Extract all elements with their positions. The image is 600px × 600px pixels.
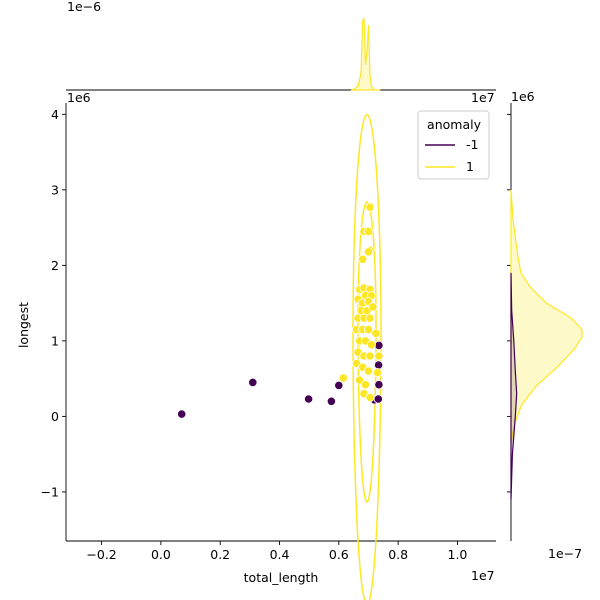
point-anomaly [248,377,258,387]
point-normal [357,254,368,264]
point-normal [372,367,382,378]
marginal-y-density-neg1 [510,272,518,500]
y-tick-label: 4 [51,107,59,122]
point-anomaly [177,409,187,419]
point-normal [360,380,371,390]
point-normal [366,340,376,350]
x-axis-label: total_length [244,570,319,585]
point-normal [363,324,374,335]
point-normal [374,351,384,361]
legend-label-neg: -1 [466,137,478,152]
x-offset-label-bottom: 1e7 [471,568,495,583]
point-anomaly [334,380,344,390]
legend-title: anomaly [427,117,482,132]
point-anomaly [373,360,384,370]
x-tick-label: 0.8 [388,547,408,562]
main-plot-area: −0.2 0.0 0.2 0.4 0.6 0.8 1.0 −1 0 1 2 3 4 [41,103,496,600]
point-anomaly [373,394,383,404]
point-anomaly [303,394,314,404]
y-tick-label: 2 [51,258,59,273]
marginal-y-offset-label: 1e−7 [548,546,582,561]
y-marginal-offset-label: 1e6 [511,89,535,104]
point-anomaly [374,340,384,350]
point-anomaly [374,380,384,390]
x-tick-label: 0.4 [270,547,290,562]
point-normal [368,302,378,312]
point-normal [365,313,375,323]
y-offset-label: 1e6 [67,90,91,105]
legend: anomaly -1 1 [417,110,490,180]
x-offset-label: 1e7 [471,90,495,105]
marginal-x-density-1 [350,17,381,91]
point-anomaly [326,396,336,406]
marginal-y-density-1 [510,189,583,443]
y-tick-label: 1 [51,333,59,348]
point-normal [371,328,381,338]
marginal-x-offset-label: 1e−6 [67,0,101,14]
x-tick-label: 0.6 [329,547,349,562]
point-normal [365,392,375,403]
point-normal [338,373,348,383]
point-normal [365,202,375,212]
y-tick-label: 3 [51,182,59,197]
x-tick-label: −0.2 [86,547,116,562]
marginal-y-plot [507,103,583,541]
legend-label-pos: 1 [466,159,474,174]
point-normal [363,366,374,376]
marginal-x-plot [66,17,496,91]
point-normal [365,351,375,361]
x-tick-label: 1.0 [448,547,468,562]
x-tick-label: 0.2 [210,547,230,562]
x-tick-label: 0.0 [151,547,171,562]
point-normal [363,226,374,236]
point-normal [363,247,374,257]
y-tick-label: −1 [41,484,59,499]
y-axis-label: longest [16,302,31,348]
y-tick-label: 0 [51,409,59,424]
